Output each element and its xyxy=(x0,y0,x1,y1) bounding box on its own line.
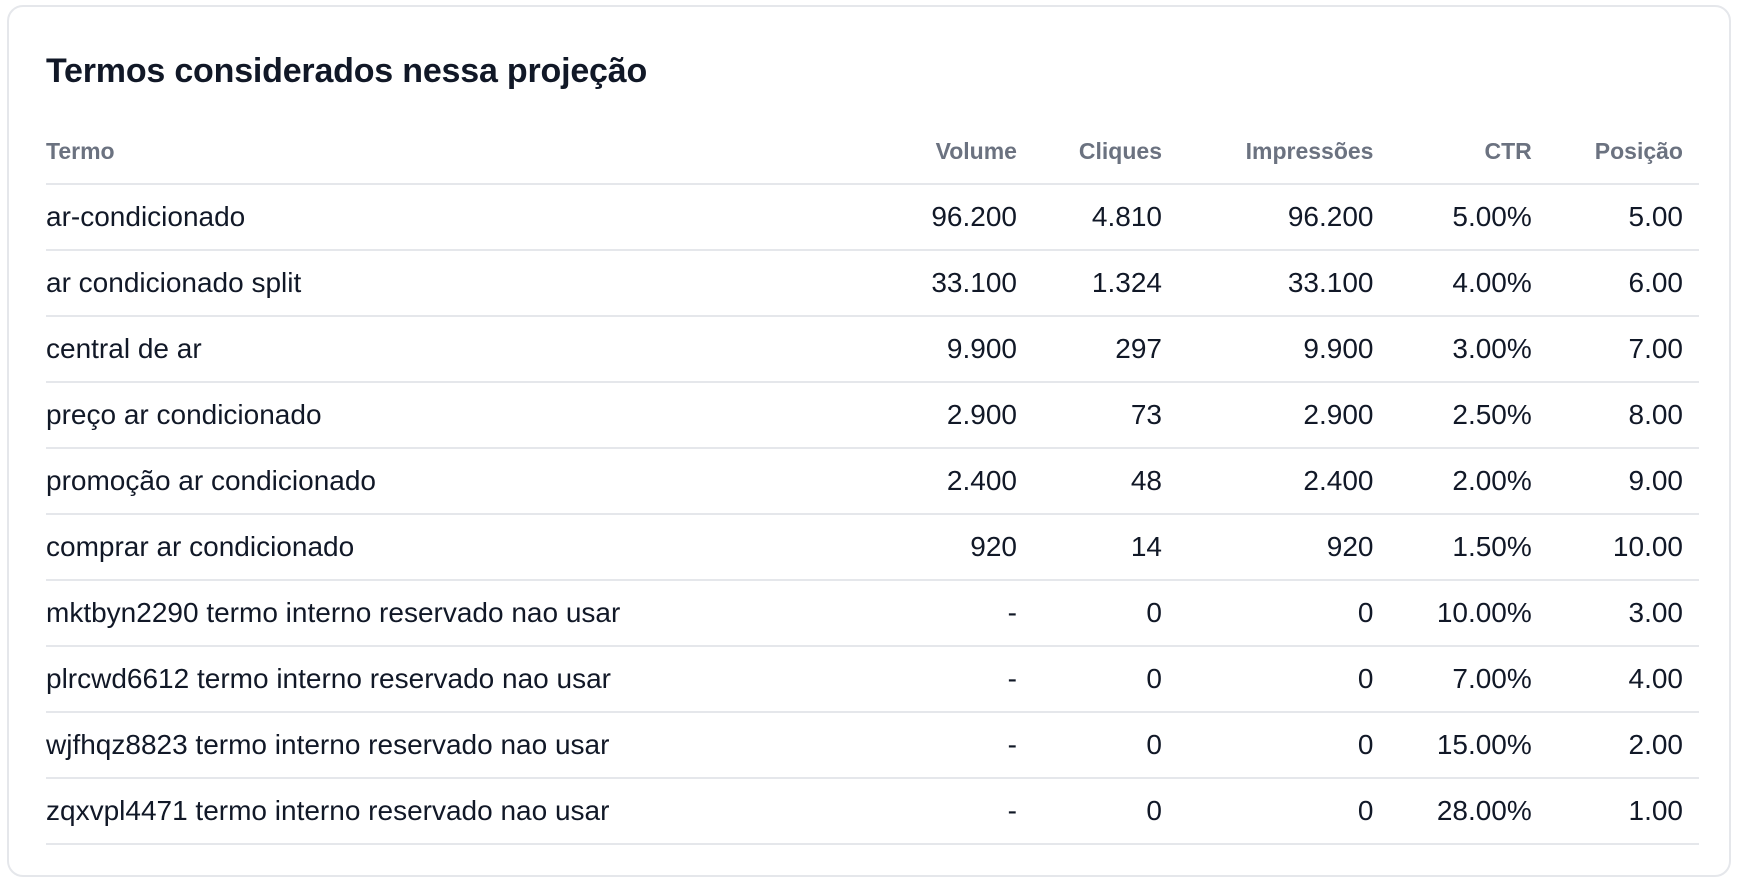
cell-volume: - xyxy=(867,778,1017,845)
cell-term: promoção ar condicionado xyxy=(46,448,868,515)
cell-clicks: 0 xyxy=(1016,778,1162,845)
cell-ctr: 10.00% xyxy=(1373,580,1532,647)
table-row: wjfhqz8823 termo interno reservado nao u… xyxy=(46,712,1699,779)
cell-impressions: 96.200 xyxy=(1162,184,1374,251)
cell-volume: - xyxy=(867,712,1017,779)
table-row: central de ar 9.900 297 9.900 3.00% 7.00 xyxy=(46,316,1699,383)
cell-volume: 920 xyxy=(867,514,1017,581)
cell-impressions: 0 xyxy=(1162,646,1374,713)
cell-term: wjfhqz8823 termo interno reservado nao u… xyxy=(46,712,868,779)
table-header-row: Termo Volume Cliques Impressões CTR Posi… xyxy=(46,120,1699,185)
cell-term: plrcwd6612 termo interno reservado nao u… xyxy=(46,646,868,713)
cell-impressions: 0 xyxy=(1162,580,1374,647)
table-row: ar condicionado split 33.100 1.324 33.10… xyxy=(46,250,1699,317)
cell-impressions: 2.900 xyxy=(1162,382,1374,449)
cell-clicks: 73 xyxy=(1016,382,1162,449)
table-row: plrcwd6612 termo interno reservado nao u… xyxy=(46,646,1699,713)
terms-table: Termo Volume Cliques Impressões CTR Posi… xyxy=(46,120,1699,845)
cell-volume: 2.900 xyxy=(867,382,1017,449)
cell-impressions: 33.100 xyxy=(1162,250,1374,317)
table-row: mktbyn2290 termo interno reservado nao u… xyxy=(46,580,1699,647)
cell-ctr: 4.00% xyxy=(1373,250,1532,317)
cell-ctr: 1.50% xyxy=(1373,514,1532,581)
cell-impressions: 0 xyxy=(1162,712,1374,779)
terms-card: Termos considerados nessa projeção Termo… xyxy=(7,5,1731,877)
cell-ctr: 2.00% xyxy=(1373,448,1532,515)
cell-position: 8.00 xyxy=(1531,382,1699,449)
cell-position: 7.00 xyxy=(1531,316,1699,383)
cell-ctr: 28.00% xyxy=(1373,778,1532,845)
column-header-position: Posição xyxy=(1531,120,1699,185)
table-row: promoção ar condicionado 2.400 48 2.400 … xyxy=(46,448,1699,515)
table-row: ar-condicionado 96.200 4.810 96.200 5.00… xyxy=(46,184,1699,251)
cell-clicks: 4.810 xyxy=(1016,184,1162,251)
cell-ctr: 5.00% xyxy=(1373,184,1532,251)
cell-ctr: 2.50% xyxy=(1373,382,1532,449)
cell-volume: - xyxy=(867,646,1017,713)
cell-term: comprar ar condicionado xyxy=(46,514,868,581)
table-row: preço ar condicionado 2.900 73 2.900 2.5… xyxy=(46,382,1699,449)
cell-position: 4.00 xyxy=(1531,646,1699,713)
cell-clicks: 297 xyxy=(1016,316,1162,383)
table-row: comprar ar condicionado 920 14 920 1.50%… xyxy=(46,514,1699,581)
cell-clicks: 0 xyxy=(1016,646,1162,713)
cell-position: 1.00 xyxy=(1531,778,1699,845)
cell-term: mktbyn2290 termo interno reservado nao u… xyxy=(46,580,868,647)
cell-term: zqxvpl4471 termo interno reservado nao u… xyxy=(46,778,868,845)
cell-position: 9.00 xyxy=(1531,448,1699,515)
cell-clicks: 0 xyxy=(1016,712,1162,779)
cell-position: 2.00 xyxy=(1531,712,1699,779)
column-header-clicks: Cliques xyxy=(1016,120,1162,185)
cell-ctr: 15.00% xyxy=(1373,712,1532,779)
cell-term: ar condicionado split xyxy=(46,250,868,317)
cell-position: 3.00 xyxy=(1531,580,1699,647)
cell-term: central de ar xyxy=(46,316,868,383)
cell-impressions: 920 xyxy=(1162,514,1374,581)
cell-volume: 2.400 xyxy=(867,448,1017,515)
column-header-impressions: Impressões xyxy=(1162,120,1374,185)
cell-clicks: 0 xyxy=(1016,580,1162,647)
cell-volume: 96.200 xyxy=(867,184,1017,251)
cell-volume: 33.100 xyxy=(867,250,1017,317)
table-row: zqxvpl4471 termo interno reservado nao u… xyxy=(46,778,1699,845)
column-header-term: Termo xyxy=(46,120,868,185)
cell-ctr: 3.00% xyxy=(1373,316,1532,383)
cell-position: 5.00 xyxy=(1531,184,1699,251)
cell-clicks: 14 xyxy=(1016,514,1162,581)
cell-term: preço ar condicionado xyxy=(46,382,868,449)
cell-clicks: 48 xyxy=(1016,448,1162,515)
card-title: Termos considerados nessa projeção xyxy=(46,52,648,90)
column-header-volume: Volume xyxy=(867,120,1017,185)
cell-position: 10.00 xyxy=(1531,514,1699,581)
cell-position: 6.00 xyxy=(1531,250,1699,317)
cell-ctr: 7.00% xyxy=(1373,646,1532,713)
cell-term: ar-condicionado xyxy=(46,184,868,251)
cell-impressions: 0 xyxy=(1162,778,1374,845)
cell-volume: 9.900 xyxy=(867,316,1017,383)
cell-impressions: 9.900 xyxy=(1162,316,1374,383)
cell-impressions: 2.400 xyxy=(1162,448,1374,515)
cell-clicks: 1.324 xyxy=(1016,250,1162,317)
column-header-ctr: CTR xyxy=(1373,120,1532,185)
cell-volume: - xyxy=(867,580,1017,647)
